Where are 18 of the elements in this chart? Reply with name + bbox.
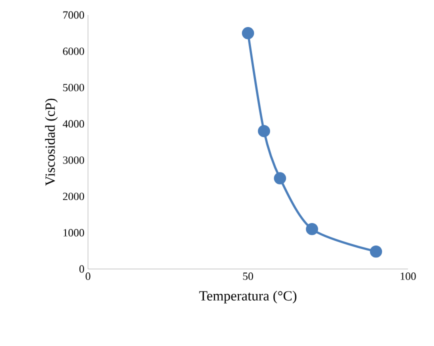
point: [258, 125, 270, 138]
point: [274, 172, 286, 184]
y-tick-label: 5000: [63, 84, 84, 92]
y-tick-label: 3000: [63, 156, 84, 164]
y-tick-label: 6000: [63, 48, 84, 55]
y-tick-label: 7000: [63, 11, 84, 19]
y-axis-title: Viscosidad (cP): [45, 98, 58, 186]
point: [306, 222, 318, 236]
x-tick-label: 0: [86, 272, 90, 280]
y-tick-label: 1000: [64, 229, 84, 236]
y-tick-label: 2000: [63, 192, 84, 200]
x-tick-label: 100: [400, 272, 416, 280]
x-axis-title: Temperatura (°C): [199, 290, 296, 304]
y-tick-label: 0: [79, 265, 84, 273]
point: [242, 27, 254, 40]
point: [370, 245, 382, 258]
x-tick-label: 50: [243, 272, 254, 280]
y-tick-label: 4000: [62, 120, 84, 128]
